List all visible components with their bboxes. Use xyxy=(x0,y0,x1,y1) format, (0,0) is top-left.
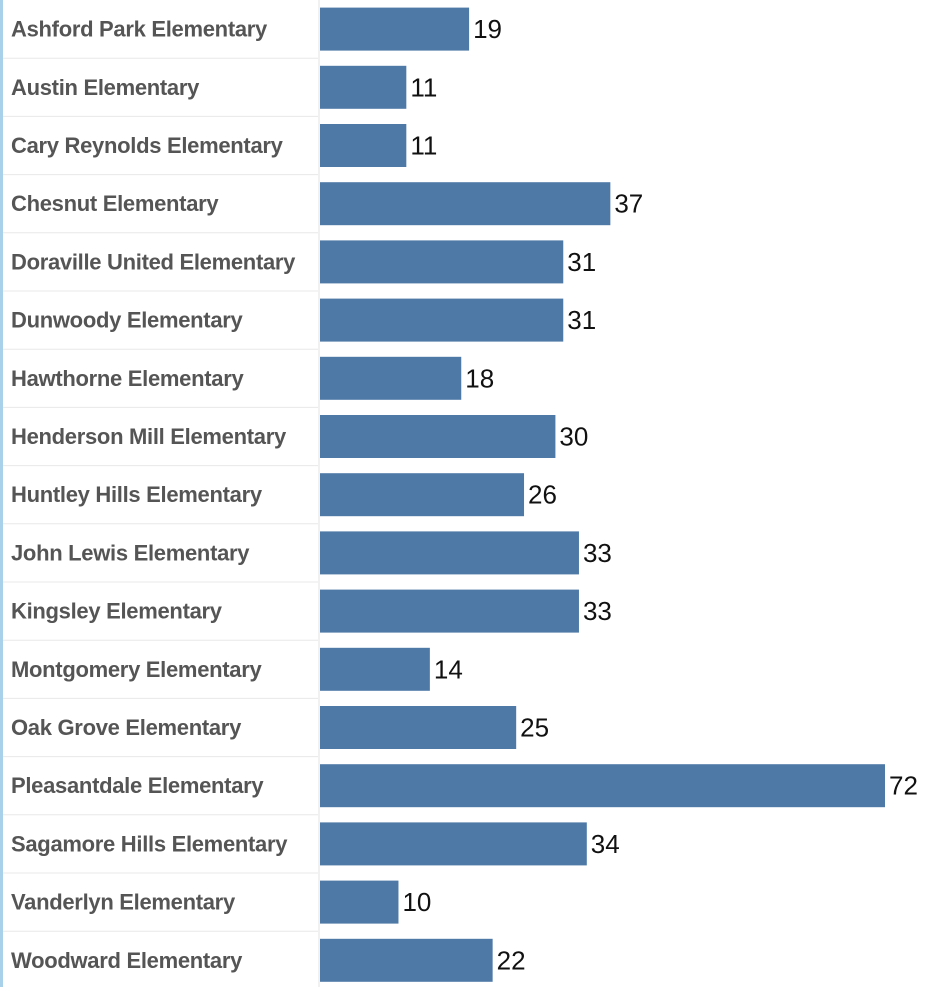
bar-value-label: 34 xyxy=(591,829,620,859)
category-label: Dunwoody Elementary xyxy=(11,308,244,333)
bar-value-label: 19 xyxy=(473,14,502,44)
bar-value-label: 18 xyxy=(465,363,494,393)
bar[interactable] xyxy=(320,589,579,633)
bar-value-label: 26 xyxy=(528,480,557,510)
category-label: Huntley Hills Elementary xyxy=(11,482,263,507)
bar[interactable] xyxy=(320,938,493,982)
category-label: Oak Grove Elementary xyxy=(11,715,242,740)
category-label: John Lewis Elementary xyxy=(11,540,250,565)
bar[interactable] xyxy=(320,880,399,924)
bar[interactable] xyxy=(320,764,885,808)
left-edge-strip xyxy=(0,0,3,987)
bar-value-label: 22 xyxy=(497,945,526,975)
bar[interactable] xyxy=(320,647,430,691)
bar[interactable] xyxy=(320,822,587,866)
bar-value-label: 30 xyxy=(559,422,588,452)
bar[interactable] xyxy=(320,240,564,284)
bar[interactable] xyxy=(320,298,564,342)
category-label: Cary Reynolds Elementary xyxy=(11,133,284,158)
category-label: Ashford Park Elementary xyxy=(11,17,268,42)
bar[interactable] xyxy=(320,531,579,575)
bar[interactable] xyxy=(320,415,556,458)
bar-value-label: 33 xyxy=(583,538,612,568)
bar[interactable] xyxy=(320,65,407,109)
bar-value-label: 33 xyxy=(583,596,612,626)
bar-value-label: 72 xyxy=(889,771,918,801)
bar-value-label: 31 xyxy=(567,247,596,277)
category-label: Austin Elementary xyxy=(11,75,200,100)
category-label: Kingsley Elementary xyxy=(11,599,223,624)
category-label: Woodward Elementary xyxy=(11,948,243,973)
category-label: Doraville United Elementary xyxy=(11,249,296,274)
bar-value-label: 37 xyxy=(614,189,643,219)
category-label: Montgomery Elementary xyxy=(11,657,262,682)
bar-value-label: 25 xyxy=(520,713,549,743)
bar[interactable] xyxy=(320,124,407,167)
category-label: Sagamore Hills Elementary xyxy=(11,831,288,856)
bar[interactable] xyxy=(320,182,611,226)
category-label: Chesnut Elementary xyxy=(11,191,219,216)
bar[interactable] xyxy=(320,473,525,517)
bar[interactable] xyxy=(320,356,462,400)
category-label: Pleasantdale Elementary xyxy=(11,773,264,798)
bar[interactable] xyxy=(320,7,470,51)
bar-value-label: 10 xyxy=(402,887,431,917)
bar[interactable] xyxy=(320,706,517,749)
bar-value-label: 14 xyxy=(434,654,463,684)
bar-value-label: 11 xyxy=(410,72,437,102)
bar-value-label: 11 xyxy=(410,131,437,161)
category-label: Vanderlyn Elementary xyxy=(11,890,236,915)
bar-value-label: 31 xyxy=(567,305,596,335)
category-label: Hawthorne Elementary xyxy=(11,366,244,391)
category-label: Henderson Mill Elementary xyxy=(11,424,287,449)
